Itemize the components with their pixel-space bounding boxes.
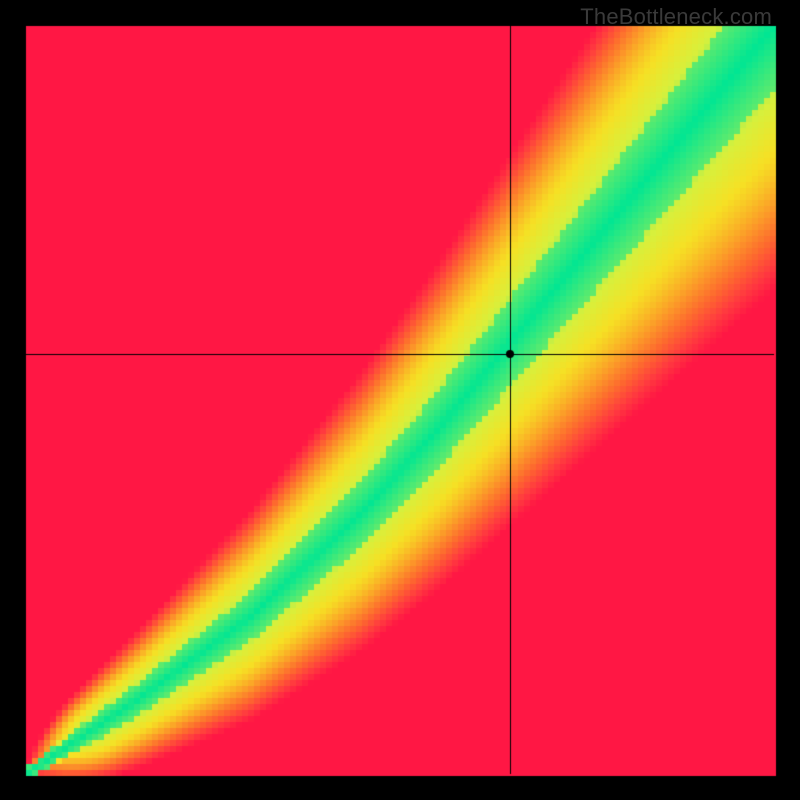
watermark-text: TheBottleneck.com [580,4,772,30]
bottleneck-heatmap [0,0,800,800]
chart-container: TheBottleneck.com [0,0,800,800]
